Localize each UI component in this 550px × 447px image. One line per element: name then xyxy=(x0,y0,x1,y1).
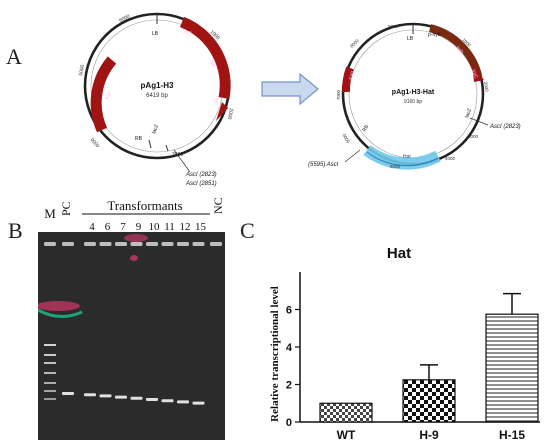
plasmid-1-tick-2000: 2000 xyxy=(226,108,234,120)
gel-lane-label-10: 10 xyxy=(149,221,161,233)
plasmid-1-site-1: AscI (2823) xyxy=(185,172,217,178)
gel-lane-label-6: 6 xyxy=(105,221,111,233)
chart-ylabel: Relative transcriptional level xyxy=(269,286,281,422)
gel-sample-band xyxy=(192,401,205,405)
chart-title: Hat xyxy=(387,245,411,262)
gel-lane-label-15: 15 xyxy=(195,221,207,233)
gel-sample-band xyxy=(177,400,189,404)
gel-lane-label-4: 4 xyxy=(89,221,95,233)
plasmid-2-name: pAg1-H3-Hat xyxy=(392,89,435,96)
chart-bar-h-15 xyxy=(485,313,539,423)
gel-lane-m: M xyxy=(44,206,56,221)
gel-ladder-band xyxy=(44,398,56,400)
panel-a-letter: A xyxy=(6,44,22,69)
plasmid-1-feature-kan: Kan xyxy=(104,90,113,101)
gel-sample-band xyxy=(84,393,96,397)
gel-sample-band xyxy=(146,398,158,401)
chart-category-label: H-9 xyxy=(419,428,439,442)
plasmid-1-feature-lacz: lacZ xyxy=(151,124,160,135)
plasmid-2-tick-5000: 5000 xyxy=(390,164,401,169)
chart-ytick-label: 0 xyxy=(286,417,292,429)
plasmid-2-tick-4000: 4000 xyxy=(445,156,456,161)
gel-sample-band xyxy=(115,395,127,399)
gel-ladder-band xyxy=(44,362,56,364)
gel-ladder-band xyxy=(44,382,56,384)
panel-c-letter: C xyxy=(240,218,255,243)
plasmid-1-name: pAg1-H3 xyxy=(141,81,174,90)
gel-lane-labels: 4 6 7 9 10 11 12 15 xyxy=(89,221,206,233)
chart-bar-wt xyxy=(319,402,373,423)
plasmid-1-feature-rb: RB xyxy=(135,136,143,142)
gel-well xyxy=(130,242,143,246)
plasmid-2-feature-phyb: p-hyb xyxy=(428,32,441,38)
gel-well xyxy=(161,242,174,246)
chart-ytick-label: 6 xyxy=(286,305,292,317)
plasmid-2-tick-1000: 1000 xyxy=(461,37,472,48)
plasmid-2-tick-2000: 2000 xyxy=(483,81,490,92)
gel-ladder-band xyxy=(44,354,56,356)
gel-well xyxy=(177,242,189,246)
bar-chart: Hat Relative transcriptional level 0246 … xyxy=(269,245,540,442)
chart-ytick-label: 2 xyxy=(286,380,292,392)
panel-b-letter: B xyxy=(8,218,23,243)
plasmid-2-site-2: (5595) AscI xyxy=(308,162,339,168)
gel-well xyxy=(99,242,112,246)
plasmid-1-tick-4000: 4000 xyxy=(90,136,102,149)
gel-well xyxy=(44,242,56,246)
plasmid-1-feature-lb: LB xyxy=(152,31,159,37)
gel-sample-band xyxy=(161,399,174,403)
gel-lane-nc: NC xyxy=(211,197,225,214)
gel-ladder-band xyxy=(44,390,56,392)
plasmid-2-tick-3000: 3000 xyxy=(468,134,479,139)
chart-category-label: WT xyxy=(337,428,356,442)
gel-lane-label-11: 11 xyxy=(164,221,175,233)
gel-lane-label-12: 12 xyxy=(180,221,191,233)
gel-ladder-band xyxy=(44,344,56,346)
chart-category-label: H-15 xyxy=(499,428,525,442)
plasmid-2-tick-8000: 8000 xyxy=(349,38,360,49)
plasmid-2-feature-lb: LB xyxy=(407,36,414,42)
plasmid-1-feature-trpc-2: trpC xyxy=(212,96,220,107)
gel-well xyxy=(84,242,96,246)
plasmid-2-tick-6000: 6000 xyxy=(341,132,351,144)
gel-transformants-header: Transformants xyxy=(107,198,182,213)
plasmid-1-size: 6419 bp xyxy=(146,93,168,99)
plasmid-1-feature-trpc-1: trpC xyxy=(181,28,192,37)
gel-lane-label-7: 7 xyxy=(120,221,126,233)
gel-sample-band xyxy=(99,394,112,398)
plasmid-1-tick-5000: 5000 xyxy=(78,64,86,76)
plasmid-2-tick-9000: 9000 xyxy=(388,24,399,29)
chart-ytick-label: 4 xyxy=(286,342,293,354)
gel-sample-band xyxy=(62,392,74,395)
plasmid-2-feature-hph: hph xyxy=(455,45,465,55)
gel-lane-pc: PC xyxy=(59,201,73,216)
plasmid-1-feature-hph: hph xyxy=(208,59,217,69)
plasmid-1-site-2: AscI (2851) xyxy=(185,181,217,187)
plasmid-1-tick-6000: 6000 xyxy=(118,14,131,24)
gel-well xyxy=(146,242,158,246)
gel-well xyxy=(192,242,205,246)
gel-ladder-band xyxy=(44,372,56,374)
plasmid-2-tick-7000: 7000 xyxy=(336,89,341,100)
plasmid-2-feature-rb: RB xyxy=(362,123,371,133)
gel-well xyxy=(210,242,222,246)
plasmid-2-size: 9160 bp xyxy=(404,99,422,105)
gel-well xyxy=(62,242,74,246)
chart-bar-h-9 xyxy=(402,379,456,423)
plasmid-2-feature-hat: Hat xyxy=(403,154,411,160)
plasmid-2-feature-lacz: lacZ xyxy=(464,108,473,119)
plasmid-2-feature-kan: Kan xyxy=(348,70,355,80)
gel-image xyxy=(38,232,225,440)
gel-lane-label-9: 9 xyxy=(136,221,142,233)
plasmid-2-feature-trpc: trpC xyxy=(470,69,479,80)
gel-well xyxy=(115,242,127,246)
plasmid-2-site-1: AscI (2823) xyxy=(489,124,521,130)
gel-sample-band xyxy=(130,396,143,400)
